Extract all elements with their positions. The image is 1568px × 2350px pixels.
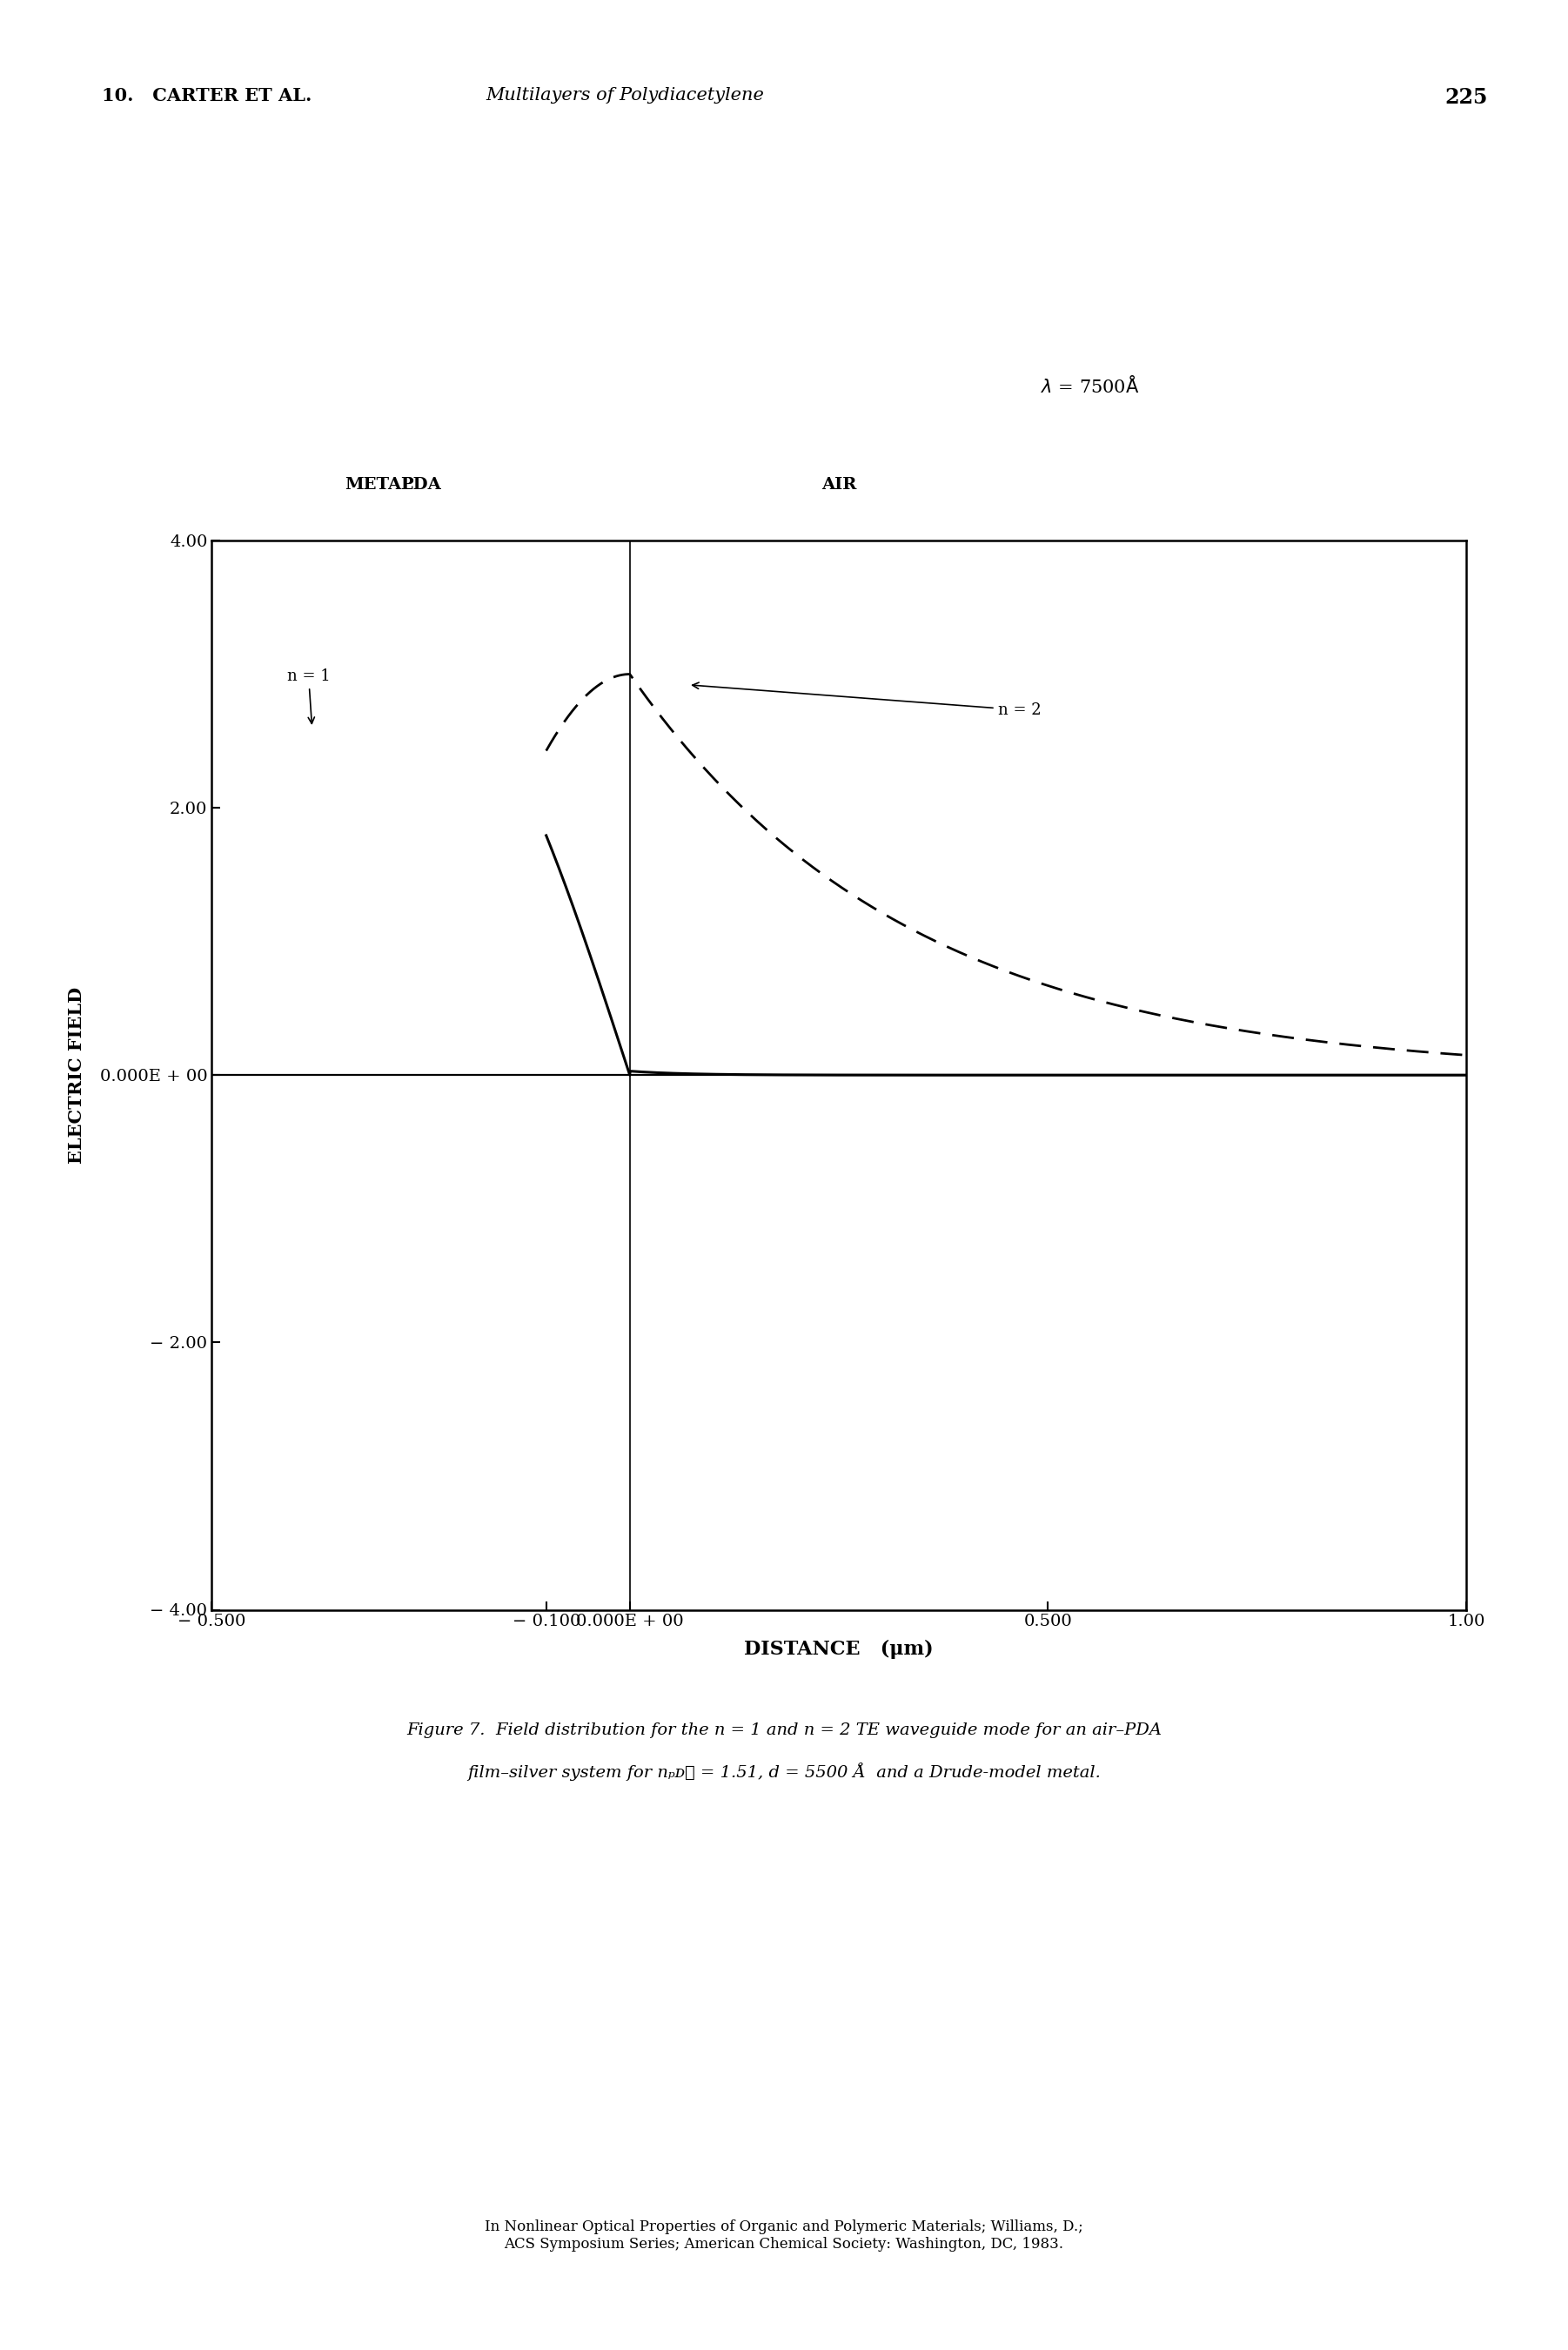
Y-axis label: ELECTRIC FIELD: ELECTRIC FIELD <box>67 987 85 1163</box>
Text: Multilayers of Polydiacetylene: Multilayers of Polydiacetylene <box>486 87 765 103</box>
Text: $\lambda$ = 7500$\rm{\AA}$: $\lambda$ = 7500$\rm{\AA}$ <box>1041 376 1138 397</box>
Text: 10.   CARTER ET AL.: 10. CARTER ET AL. <box>102 87 312 103</box>
Text: n = 1: n = 1 <box>287 670 331 724</box>
Text: 225: 225 <box>1444 87 1488 108</box>
Text: In Nonlinear Optical Properties of Organic and Polymeric Materials; Williams, D.: In Nonlinear Optical Properties of Organ… <box>485 2218 1083 2251</box>
Text: n = 2: n = 2 <box>693 682 1041 717</box>
Text: METAL: METAL <box>345 477 414 494</box>
Text: Figure 7.  Field distribution for the n = 1 and n = 2 TE waveguide mode for an a: Figure 7. Field distribution for the n =… <box>406 1723 1162 1739</box>
Text: AIR: AIR <box>822 477 856 494</box>
Text: film–silver system for nₚᴅ⁁ = 1.51, d = 5500 Å  and a Drude-model metal.: film–silver system for nₚᴅ⁁ = 1.51, d = … <box>467 1762 1101 1781</box>
X-axis label: DISTANCE   (μm): DISTANCE (μm) <box>745 1640 933 1659</box>
Text: PDA: PDA <box>400 477 441 494</box>
